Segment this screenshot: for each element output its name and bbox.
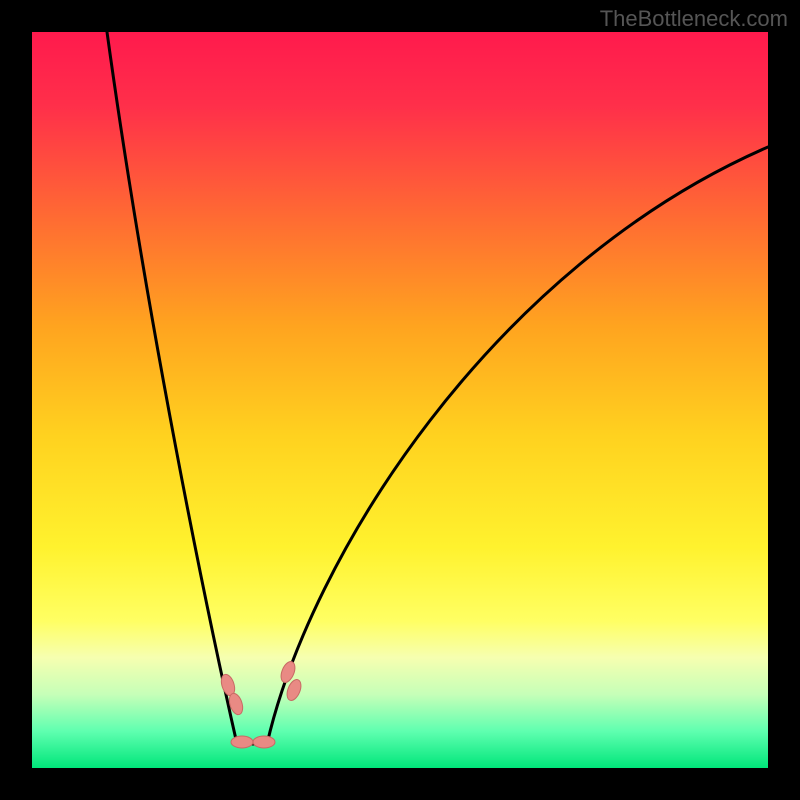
curve-marker [231, 736, 253, 748]
curve-marker [253, 736, 275, 748]
plot-area [32, 32, 768, 768]
watermark-label: TheBottleneck.com [600, 6, 788, 32]
curve-layer [32, 32, 768, 768]
chart-root: { "watermark": { "text": "TheBottleneck.… [0, 0, 800, 800]
bottleneck-curve [107, 32, 768, 744]
